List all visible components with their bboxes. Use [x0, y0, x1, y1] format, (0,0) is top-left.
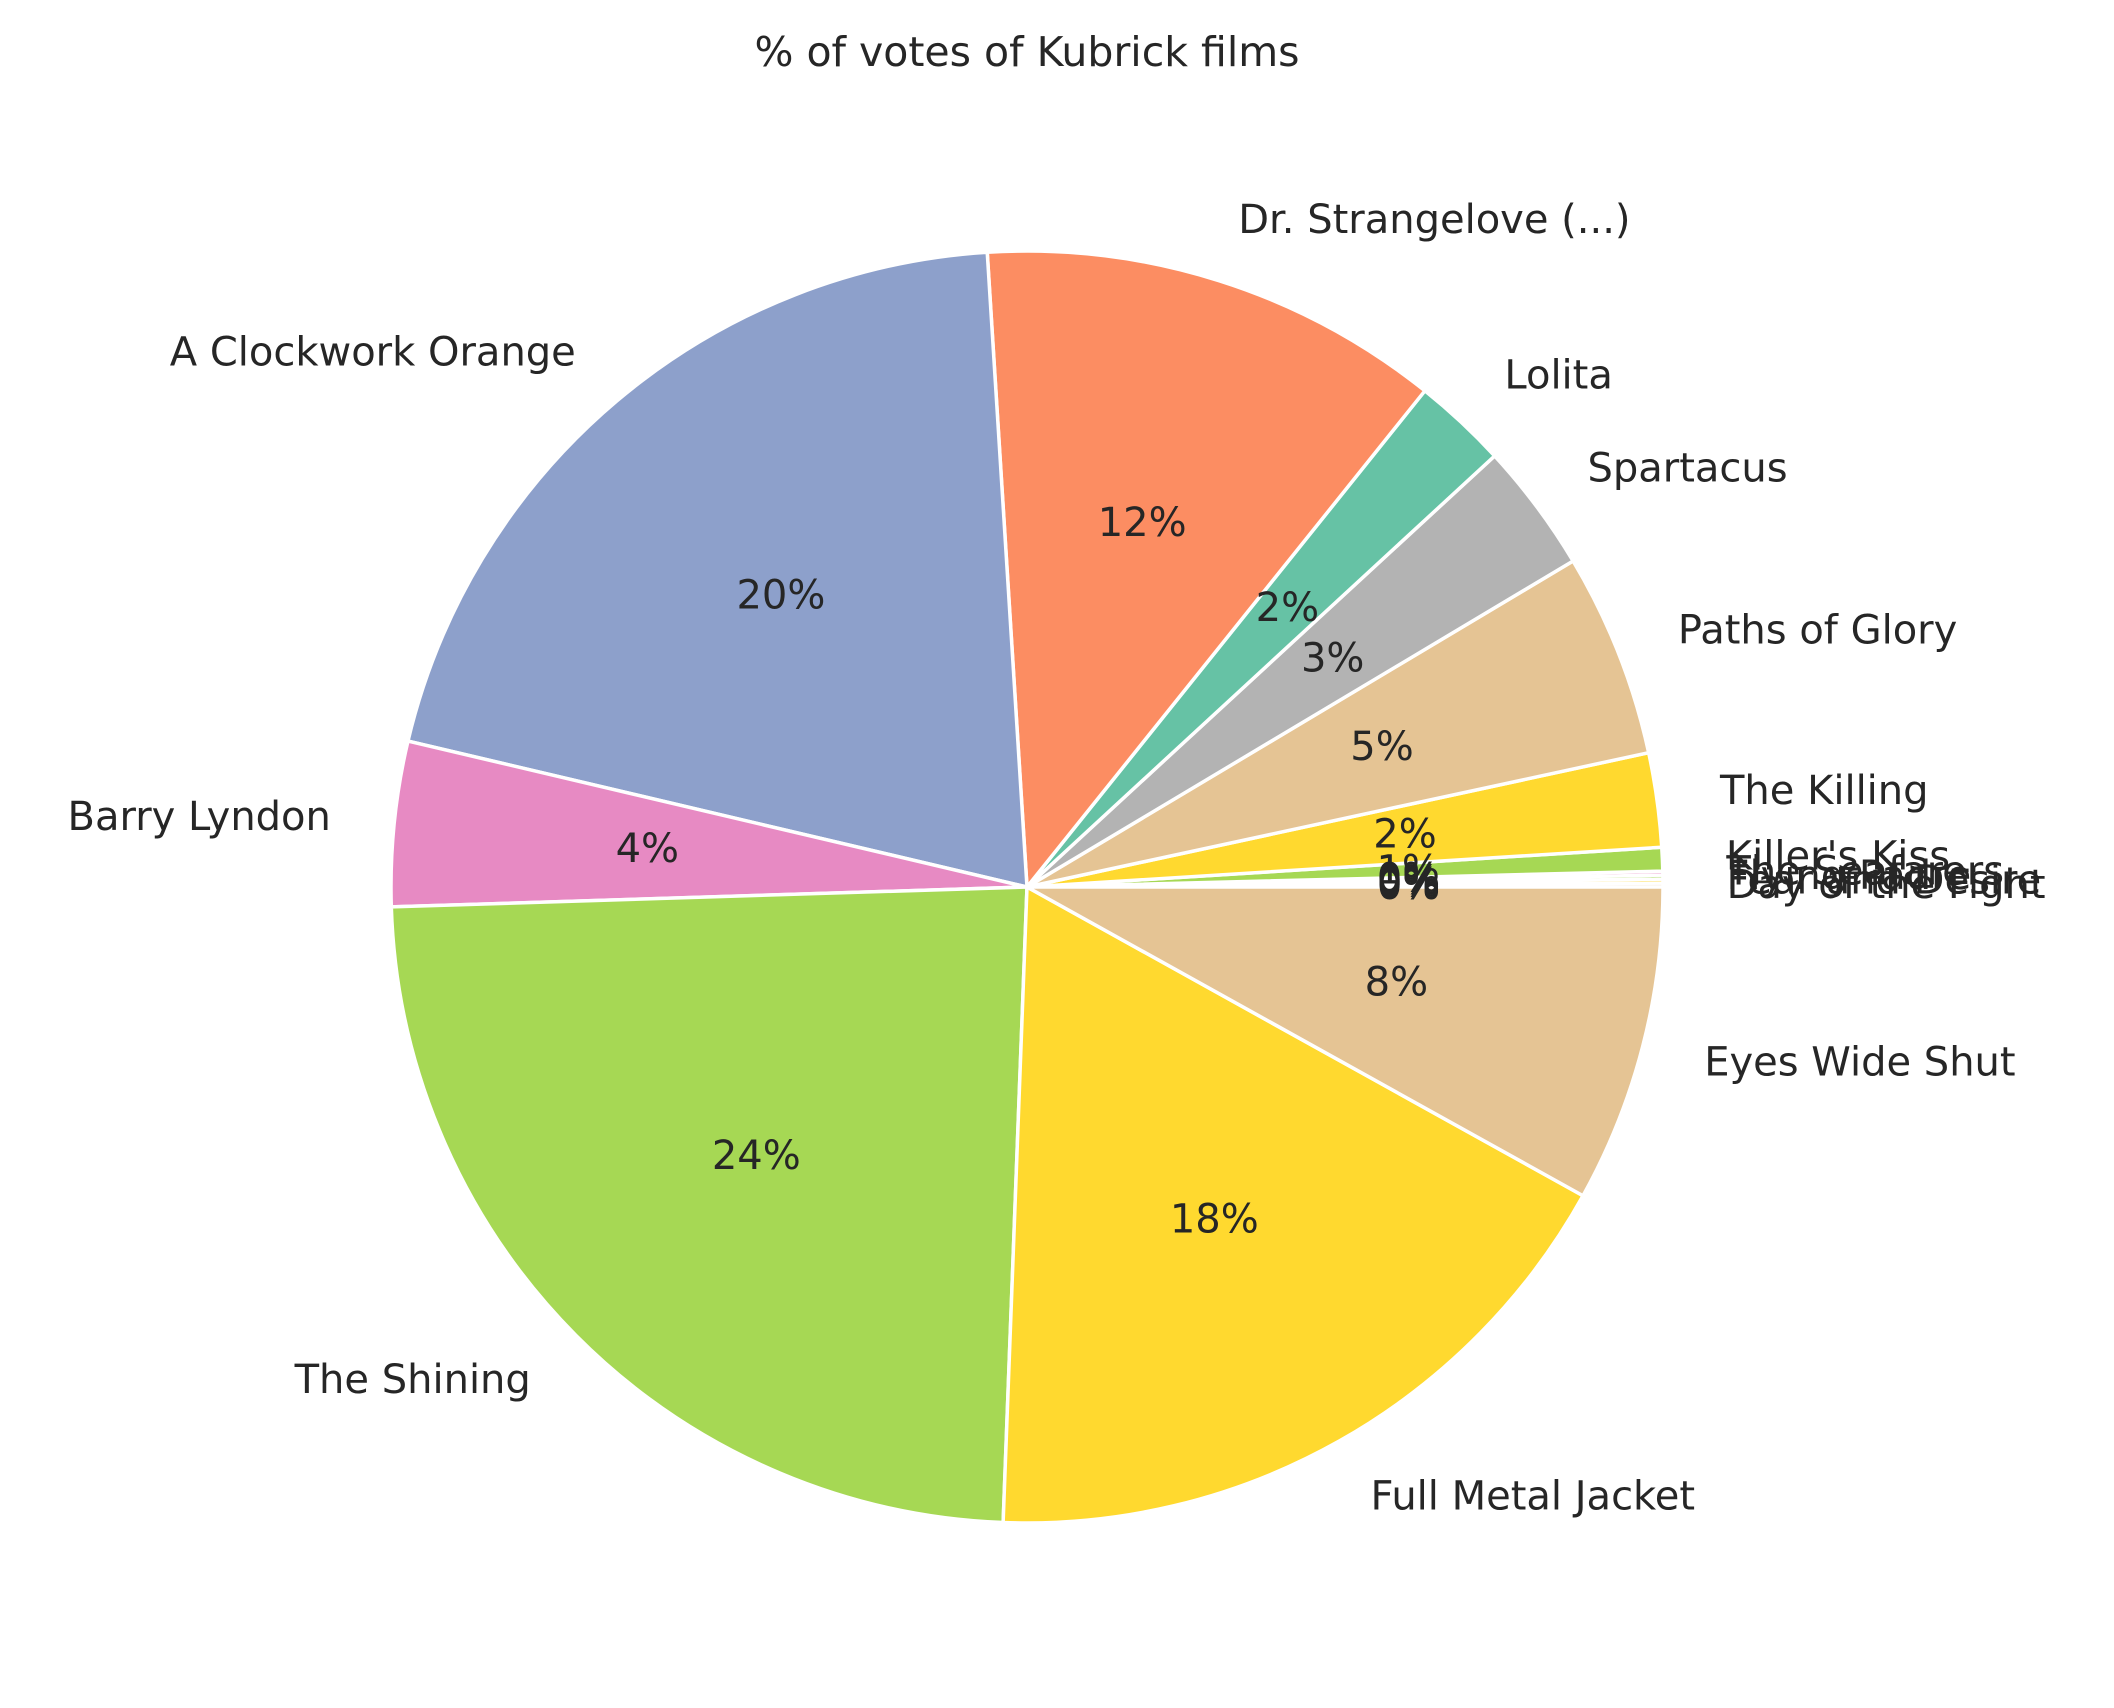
pct-label-paths-of-glory: 5%	[1350, 724, 1413, 770]
pct-label-the-shining: 24%	[712, 1133, 801, 1179]
pct-label-killer-s-kiss: 1%	[1376, 847, 1439, 893]
pie-slice-a-clockwork-orange	[406, 250, 1029, 889]
pct-label-full-metal-jacket: 18%	[1170, 1196, 1259, 1242]
pct-label-lolita: 2%	[1256, 585, 1319, 631]
pct-label-the-seafarers: 0%	[1377, 856, 1440, 902]
pct-label-spartacus: 3%	[1301, 636, 1364, 682]
slice-label-dr-strangelove: Dr. Strangelove (...)	[1238, 197, 1630, 243]
slice-label-the-seafarers: The Seafarers	[1725, 849, 2004, 895]
pie-slice-the-shining	[389, 885, 1029, 1525]
slice-label-the-shining: The Shining	[294, 1357, 531, 1403]
pie-slice-full-metal-jacket	[1001, 885, 1585, 1525]
slice-label-day-of-the-fight: Day of the Fight	[1727, 862, 2046, 908]
pie-slice-paths-of-glory	[1025, 559, 1651, 889]
slice-label-killer-s-kiss: Killer's Kiss	[1726, 833, 1950, 879]
slice-label-barry-lyndon: Barry Lyndon	[68, 794, 331, 840]
slice-label-full-metal-jacket: Full Metal Jacket	[1371, 1474, 1696, 1520]
pct-label-dr-strangelove: 12%	[1098, 500, 1187, 546]
pct-label-day-of-the-fight: 0%	[1377, 863, 1440, 909]
chart-title: % of votes of Kubrick films	[754, 28, 1299, 76]
pct-label-a-clockwork-orange: 20%	[736, 572, 825, 618]
slice-label-fear-and-desire: Fear and Desire	[1727, 857, 2042, 903]
pct-label-barry-lyndon: 4%	[616, 826, 679, 872]
pie-labels: Day of the Fight 0% Fear and Desire 0% Flyin…	[68, 197, 2046, 1520]
pct-label-eyes-wide-shut: 8%	[1365, 960, 1428, 1006]
slice-label-a-clockwork-orange: A Clockwork Orange	[170, 329, 576, 375]
slice-label-the-killing: The Killing	[1719, 768, 1929, 814]
slice-label-paths-of-glory: Paths of Glory	[1678, 607, 1957, 653]
pie-wedges	[389, 249, 1665, 1525]
pct-label-flying-padre: 0%	[1377, 858, 1440, 904]
slice-label-spartacus: Spartacus	[1588, 445, 1788, 491]
slice-label-flying-padre: Flying Padre	[1727, 853, 1972, 899]
pie-slice-dr-strangelove	[985, 249, 1427, 889]
pct-label-the-killing: 2%	[1373, 812, 1436, 858]
slice-label-lolita: Lolita	[1504, 353, 1612, 399]
pct-label-fear-and-desire: 0%	[1377, 860, 1440, 906]
pie-slice-eyes-wide-shut	[1025, 885, 1665, 1198]
slice-label-eyes-wide-shut: Eyes Wide Shut	[1704, 1039, 2015, 1085]
